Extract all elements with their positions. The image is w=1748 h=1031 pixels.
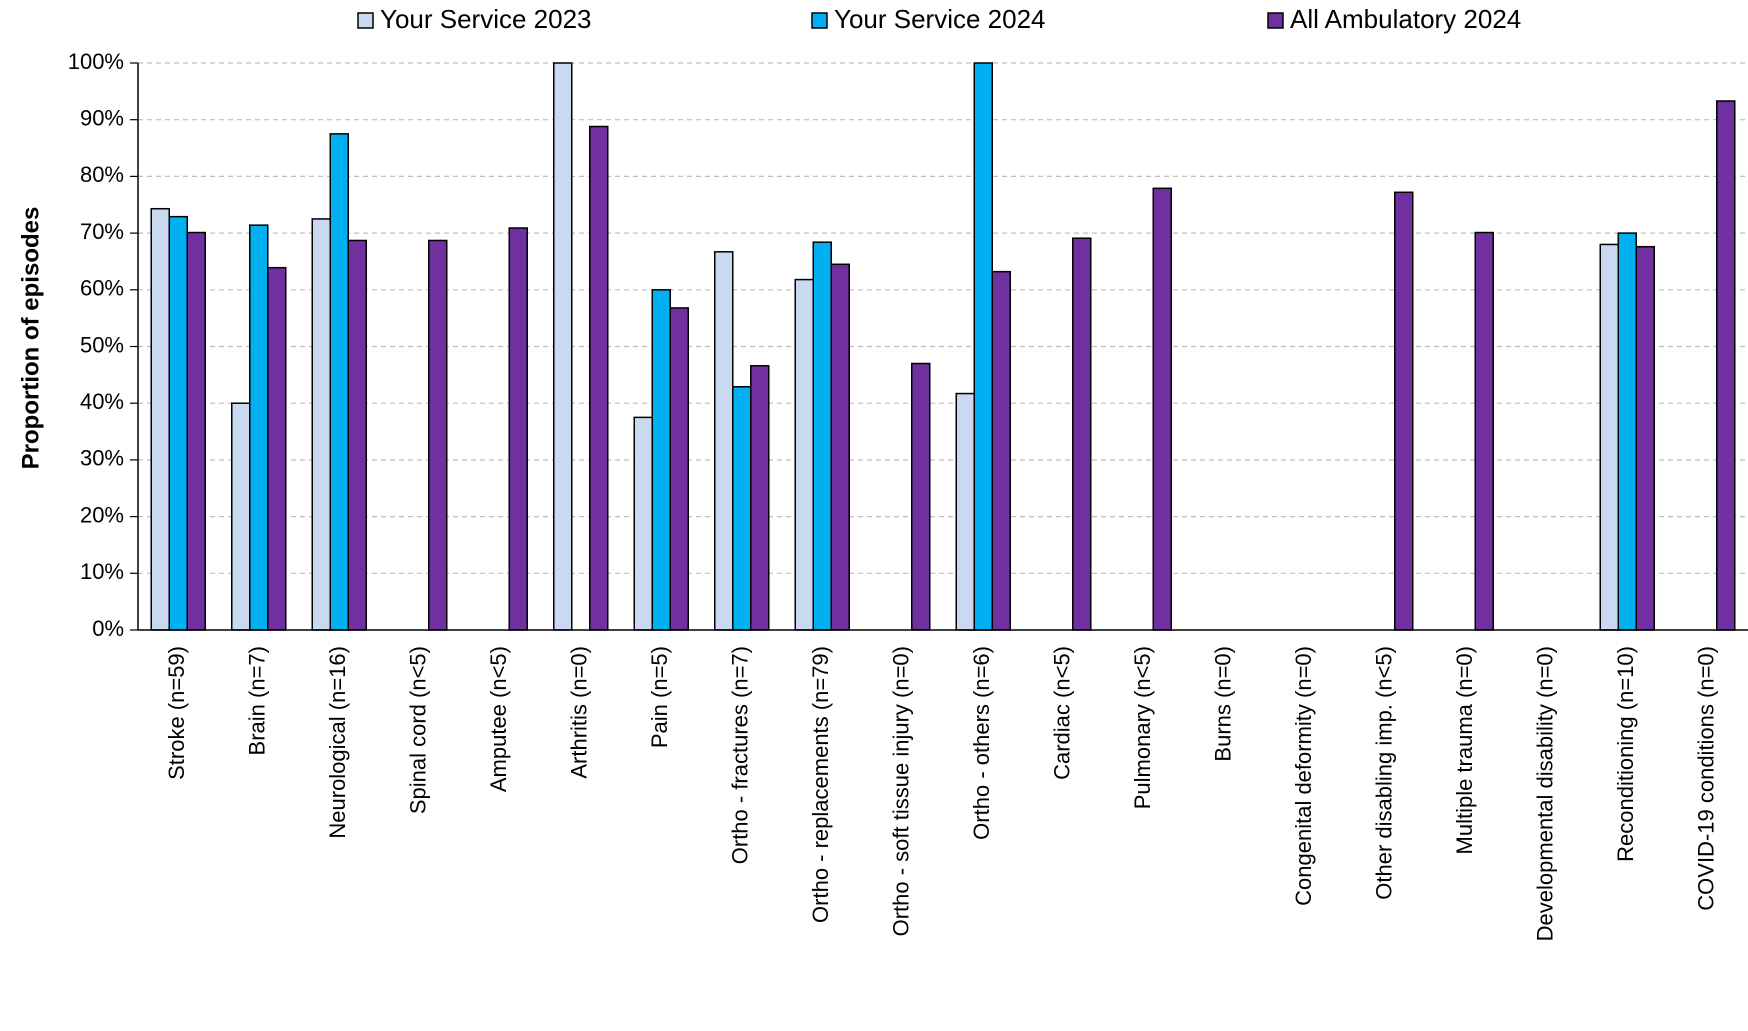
y-tick-label: 10% bbox=[80, 559, 124, 584]
legend-swatch bbox=[811, 12, 828, 29]
x-category-label: Pulmonary (n<5) bbox=[1130, 646, 1155, 809]
x-category-label: Multiple trauma (n=0) bbox=[1452, 646, 1477, 854]
bar bbox=[714, 251, 734, 631]
x-category-label: Ortho - others (n=6) bbox=[969, 646, 994, 840]
bar bbox=[991, 270, 1011, 631]
bar bbox=[150, 207, 170, 631]
x-category-label: Stroke (n=59) bbox=[164, 646, 189, 780]
legend-label: Your Service 2023 bbox=[380, 4, 592, 34]
x-axis-category-labels: Stroke (n=59) Brain (n=7) Neurological (n=… bbox=[164, 646, 1719, 941]
bar bbox=[508, 227, 528, 631]
y-tick-label: 100% bbox=[68, 49, 124, 74]
bar bbox=[311, 218, 331, 631]
x-category-label: Ortho - soft tissue injury (n=0) bbox=[889, 646, 914, 936]
bar bbox=[267, 266, 287, 631]
bar bbox=[812, 241, 832, 631]
x-category-label: Reconditioning (n=10) bbox=[1613, 646, 1638, 862]
bar bbox=[589, 125, 609, 631]
y-tick-label: 50% bbox=[80, 332, 124, 357]
bar bbox=[329, 133, 349, 631]
gridlines bbox=[138, 62, 1748, 574]
x-category-label: Amputee (n<5) bbox=[486, 646, 511, 792]
bar bbox=[231, 402, 251, 631]
y-tick-label: 90% bbox=[80, 106, 124, 131]
legend: Your Service 2023 Your Service 2024 All Am… bbox=[357, 4, 1521, 34]
bar bbox=[1617, 232, 1637, 631]
x-category-label: Cardiac (n<5) bbox=[1050, 646, 1075, 780]
bar bbox=[750, 365, 770, 631]
legend-swatch bbox=[357, 12, 374, 29]
bar bbox=[651, 289, 671, 631]
bar bbox=[428, 239, 448, 631]
bar bbox=[553, 62, 573, 631]
y-tick-label: 40% bbox=[80, 389, 124, 414]
x-category-label: Other disabling imp. (n<5) bbox=[1372, 646, 1397, 900]
y-axis-tick-labels: 0% 10% 20% 30% 40% 50% 60% 70% 80% 90% 100% bbox=[68, 49, 138, 641]
y-tick-label: 60% bbox=[80, 276, 124, 301]
x-category-label: Brain (n=7) bbox=[245, 646, 270, 755]
bar bbox=[347, 239, 367, 631]
x-category-label: Developmental disability (n=0) bbox=[1533, 646, 1558, 941]
bar bbox=[794, 278, 814, 631]
y-tick-label: 80% bbox=[80, 162, 124, 187]
x-category-label: Congenital deformity (n=0) bbox=[1291, 646, 1316, 906]
legend-label: All Ambulatory 2024 bbox=[1290, 4, 1521, 34]
y-axis-label: Proportion of episodes bbox=[17, 207, 44, 470]
x-category-label: Neurological (n=16) bbox=[325, 646, 350, 839]
x-category-label: Arthritis (n=0) bbox=[567, 646, 592, 779]
bar bbox=[1716, 100, 1736, 631]
bar bbox=[973, 62, 993, 631]
bar bbox=[1635, 245, 1655, 631]
legend-label: Your Service 2024 bbox=[834, 4, 1046, 34]
y-tick-label: 70% bbox=[80, 219, 124, 244]
bar bbox=[633, 416, 653, 631]
x-category-label: Burns (n=0) bbox=[1211, 646, 1236, 762]
y-tick-label: 30% bbox=[80, 446, 124, 471]
x-category-label: COVID-19 conditions (n=0) bbox=[1694, 646, 1719, 911]
bar bbox=[186, 231, 206, 631]
bar bbox=[1474, 231, 1494, 631]
legend-swatch bbox=[1267, 12, 1284, 29]
x-category-label: Ortho - replacements (n=79) bbox=[808, 646, 833, 923]
axes bbox=[137, 63, 1748, 631]
bar bbox=[168, 215, 188, 631]
bar bbox=[911, 362, 931, 631]
bar bbox=[1072, 237, 1092, 631]
bar bbox=[830, 263, 850, 631]
bar bbox=[732, 386, 752, 631]
bar bbox=[249, 224, 269, 631]
bar bbox=[955, 392, 975, 631]
bar bbox=[669, 307, 689, 631]
y-tick-label: 20% bbox=[80, 502, 124, 527]
bar bbox=[1599, 243, 1619, 631]
x-category-label: Spinal cord (n<5) bbox=[406, 646, 431, 814]
bar bbox=[1152, 187, 1172, 631]
y-tick-label: 0% bbox=[92, 616, 124, 641]
bar bbox=[1394, 191, 1414, 631]
x-category-label: Ortho - fractures (n=7) bbox=[728, 646, 753, 864]
x-category-label: Pain (n=5) bbox=[647, 646, 672, 748]
